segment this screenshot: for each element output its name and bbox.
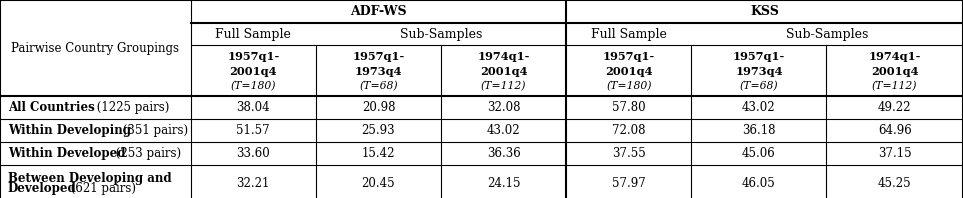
Text: (T=180): (T=180) [230,81,276,91]
Text: 1957q1-: 1957q1- [352,50,404,62]
Text: 24.15: 24.15 [487,177,520,190]
Text: 32.21: 32.21 [237,177,270,190]
Text: (1225 pairs): (1225 pairs) [92,101,169,114]
Text: 2001q4: 2001q4 [480,66,528,77]
Text: 33.60: 33.60 [236,147,271,160]
Text: Sub-Samples: Sub-Samples [786,28,869,41]
Text: 46.05: 46.05 [742,177,776,190]
Text: 37.55: 37.55 [612,147,646,160]
Text: Within Developed: Within Developed [8,147,125,160]
Text: Sub-Samples: Sub-Samples [400,28,482,41]
Text: (T=68): (T=68) [359,81,398,91]
Text: 1973q4: 1973q4 [354,66,403,77]
Text: 1974q1-: 1974q1- [478,50,530,62]
Text: Full Sample: Full Sample [216,28,291,41]
Text: (T=180): (T=180) [606,81,652,91]
Text: 57.80: 57.80 [612,101,645,114]
Text: 1974q1-: 1974q1- [869,50,921,62]
Text: 45.06: 45.06 [742,147,776,160]
Text: 1957q1-: 1957q1- [603,50,655,62]
Text: 49.22: 49.22 [878,101,911,114]
Text: Pairwise Country Groupings: Pairwise Country Groupings [12,42,179,55]
Text: KSS: KSS [750,5,779,18]
Text: ADF-WS: ADF-WS [351,5,406,18]
Text: 38.04: 38.04 [237,101,270,114]
Text: 64.96: 64.96 [877,124,912,137]
Text: 32.08: 32.08 [487,101,520,114]
Text: 1957q1-: 1957q1- [227,50,279,62]
Text: All Countries: All Countries [8,101,94,114]
Text: 43.02: 43.02 [742,101,775,114]
Text: (T=68): (T=68) [740,81,778,91]
Text: 45.25: 45.25 [878,177,911,190]
Text: 20.98: 20.98 [362,101,395,114]
Text: 51.57: 51.57 [237,124,270,137]
Text: 2001q4: 2001q4 [605,66,653,77]
Text: 36.18: 36.18 [742,124,775,137]
Text: 36.36: 36.36 [486,147,521,160]
Text: (351 pairs): (351 pairs) [119,124,188,137]
Text: (253 pairs): (253 pairs) [113,147,182,160]
Text: 2001q4: 2001q4 [871,66,919,77]
Text: Full Sample: Full Sample [591,28,666,41]
Text: 1957q1-: 1957q1- [733,50,785,62]
Text: Between Developing and: Between Developing and [8,172,171,185]
Text: 2001q4: 2001q4 [229,66,277,77]
Text: 57.97: 57.97 [612,177,646,190]
Text: 72.08: 72.08 [612,124,645,137]
Text: 20.45: 20.45 [362,177,395,190]
Text: (T=112): (T=112) [481,81,527,91]
Text: 15.42: 15.42 [362,147,395,160]
Text: 1973q4: 1973q4 [735,66,783,77]
Text: 37.15: 37.15 [878,147,911,160]
Text: 25.93: 25.93 [362,124,395,137]
Text: Within Developing: Within Developing [8,124,131,137]
Text: Developed: Developed [8,182,76,195]
Text: (T=112): (T=112) [872,81,918,91]
Text: 43.02: 43.02 [487,124,520,137]
Text: (621 pairs): (621 pairs) [66,182,136,195]
